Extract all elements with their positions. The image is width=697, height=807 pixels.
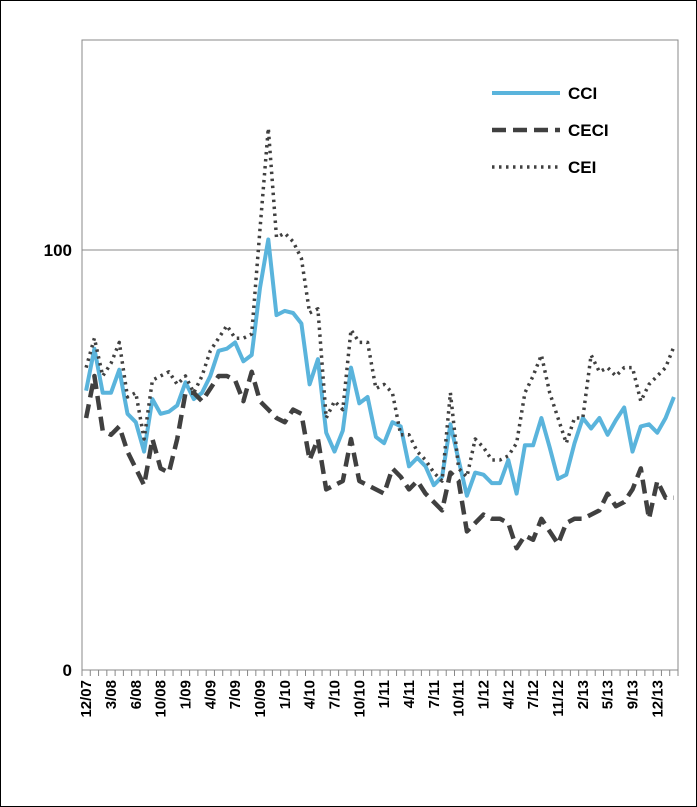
x-tick-label: 9/13 [624, 680, 641, 709]
x-tick-label: 1/12 [475, 680, 492, 709]
y-tick-label: 0 [63, 661, 72, 680]
x-tick-label: 10/10 [351, 680, 368, 718]
x-tick-label: 1/10 [277, 680, 294, 709]
legend-label: CECI [568, 121, 609, 140]
legend-label: CEI [568, 158, 596, 177]
x-tick-label: 2/13 [575, 680, 592, 709]
x-tick-label: 7/11 [426, 680, 443, 708]
x-tick-label: 11/12 [550, 680, 567, 717]
x-tick-label: 1/11 [376, 680, 393, 708]
series-line [84, 237, 676, 498]
x-tick-label: 12/13 [649, 680, 666, 718]
series-line [83, 369, 674, 551]
x-tick-label: 6/08 [128, 680, 145, 709]
x-tick-label: 7/09 [227, 680, 244, 709]
x-tick-label: 4/11 [401, 680, 418, 708]
x-tick-label: 10/08 [153, 680, 170, 718]
legend-label: CCI [568, 84, 597, 103]
x-tick-label: 4/10 [302, 680, 319, 709]
x-tick-label: 7/10 [326, 680, 343, 709]
x-tick-label: 10/11 [451, 680, 468, 717]
x-tick-label: 5/13 [600, 680, 617, 709]
x-tick-label: 12/07 [78, 680, 95, 718]
x-tick-label: 4/12 [500, 680, 517, 709]
y-tick-label: 100 [44, 241, 72, 260]
x-tick-label: 7/12 [525, 680, 542, 709]
x-tick-label: 3/08 [103, 680, 120, 709]
x-tick-label: 4/09 [202, 680, 219, 709]
series-line [84, 126, 676, 483]
x-tick-label: 10/09 [252, 680, 269, 718]
x-tick-label: 1/09 [177, 680, 194, 709]
